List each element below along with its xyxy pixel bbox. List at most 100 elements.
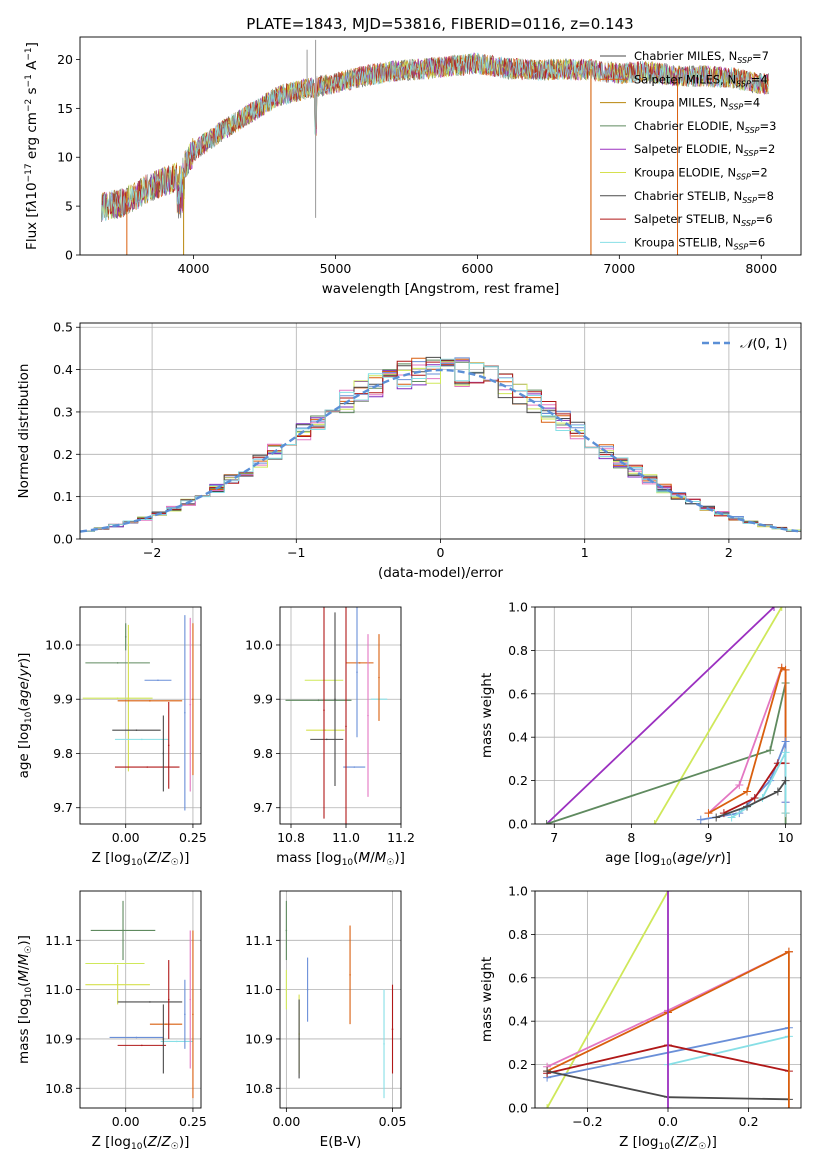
x-tick-label: 2	[725, 545, 733, 560]
residual-panel: −2 −1 0 1 2 0.0 0.1 0.2 0.3 0.4 0.5 (data-model)/er…	[16, 320, 802, 581]
data-point	[124, 636, 127, 638]
mass-weight-marker	[543, 1067, 552, 1076]
x-tick-label: 9	[705, 830, 713, 845]
x-tick-label: 8	[627, 830, 635, 845]
y-tick-label: 0.8	[508, 643, 528, 658]
y-tick-label: 9.9	[253, 692, 273, 707]
y-tick-label: 9.8	[253, 746, 273, 761]
page-title: PLATE=1843, MJD=53816, FIBERID=0116, z=0…	[246, 15, 633, 33]
y-tick-label: 10.0	[45, 637, 73, 652]
y-tick-label: 0.2	[53, 447, 73, 462]
y-tick-label: 0.0	[508, 817, 528, 832]
mass-weight-marker	[784, 1104, 793, 1108]
mass-weight-marker	[766, 746, 775, 755]
legend-label: Salpeter STELIB, NSSP=6	[634, 212, 773, 228]
mass-weight-marker	[696, 815, 705, 824]
age-vs-Z-panel: 0.00 0.25 9.7 9.8 9.9 10.0 Z [log10(Z/Z☉)] age …	[16, 606, 207, 868]
data-point	[353, 766, 356, 768]
y-tick-label: 9.7	[53, 800, 73, 815]
mass-weight-marker	[781, 737, 790, 746]
data-point	[383, 1043, 385, 1045]
mass-weight-marker	[543, 1104, 552, 1108]
axes-frame	[79, 322, 802, 540]
data-point	[176, 1040, 178, 1043]
data-point	[367, 714, 369, 717]
x-tick-label: 0.00	[112, 1114, 140, 1129]
axes-frame	[79, 606, 202, 825]
legend-label: Chabrier ELODIE, NSSP=3	[634, 119, 776, 135]
data-point	[141, 738, 143, 741]
spectrum-panel: 4000 5000 6000 7000 8000 0 5 10 15 20 wavelength […	[24, 36, 802, 297]
data-point	[135, 729, 138, 731]
y-tick-label: 0.0	[53, 532, 73, 547]
x-tick-label: 0.0	[658, 1114, 678, 1129]
y-axis-label: age [log10(age/yr)]	[16, 653, 34, 779]
data-point	[192, 1013, 194, 1016]
x-tick-label: 7	[550, 830, 558, 845]
data-point	[391, 1028, 394, 1030]
x-axis-label: E(B-V)	[320, 1134, 362, 1150]
y-tick-label: 0.4	[508, 730, 528, 745]
x-tick-label: 10	[778, 830, 794, 845]
data-point	[167, 744, 170, 747]
y-tick-label: 1.0	[508, 884, 528, 899]
mass-weight-marker	[777, 607, 786, 611]
y-tick-label: 0.4	[508, 1014, 528, 1029]
axes-frame	[279, 606, 402, 825]
legend-label: Kroupa STELIB, NSSP=6	[634, 235, 765, 251]
mass-vs-ebv-plot-area	[280, 891, 401, 1108]
x-tick-label: 0.00	[272, 1114, 300, 1129]
legend-label: Kroupa ELODIE, NSSP=2	[634, 166, 768, 182]
x-tick-label: 0.00	[112, 830, 140, 845]
y-tick-label: 0.8	[508, 927, 528, 942]
data-point	[184, 711, 186, 714]
y-tick-label: 0.3	[53, 404, 73, 419]
data-point	[146, 766, 149, 768]
mass-weight-line	[546, 891, 669, 1108]
data-point	[189, 703, 192, 706]
x-tick-label: 0.25	[179, 830, 207, 845]
y-tick-label: 9.9	[53, 692, 73, 707]
y-tick-label: 9.7	[253, 800, 273, 815]
legend-label: Chabrier STELIB, NSSP=8	[634, 189, 774, 205]
y-tick-label: 0	[65, 248, 73, 263]
mass-weight-marker	[664, 1104, 672, 1108]
y-axis-label: mass weight	[479, 957, 495, 1042]
y-tick-label: 11.1	[45, 933, 73, 948]
data-point	[116, 697, 119, 699]
x-tick-label: 0	[437, 545, 445, 560]
data-point	[356, 671, 358, 673]
data-point	[184, 1013, 186, 1016]
y-tick-label: 0.6	[508, 686, 528, 701]
axes-frame	[279, 890, 402, 1109]
data-point	[378, 676, 380, 679]
legend-label: Salpeter ELODIE, NSSP=2	[634, 142, 775, 158]
spectrum-plot-area	[101, 39, 769, 255]
data-point	[141, 1044, 143, 1047]
age-vs-mass-panel: 10.8 11.0 11.2 9.7 9.8 9.9 10.0 mass [log10(M/M…	[245, 606, 415, 868]
mass-vs-ebv-panel: 0.00 0.05 10.8 10.9 11.0 11.1 E(B-V)	[245, 890, 406, 1150]
residual-plot-area	[80, 323, 801, 539]
data-point	[127, 697, 130, 699]
y-tick-label: 10.9	[45, 1031, 73, 1046]
x-axis-label: age [log10(age/yr)]	[605, 850, 731, 868]
x-tick-label: −1	[287, 545, 305, 560]
data-point	[349, 974, 351, 976]
mass-weight-line	[715, 780, 787, 819]
mass-weight-marker	[650, 820, 659, 824]
y-tick-label: 0.5	[53, 320, 73, 335]
mass-weight-line	[545, 607, 775, 824]
legend-label: 𝒩(0, 1)	[740, 337, 787, 352]
y-tick-label: 0.6	[508, 970, 528, 985]
mass-weight-vs-age-panel: 7 8 9 10 0.0 0.2 0.4 0.6 0.8 1.0 age [log10(age/yr…	[479, 600, 802, 868]
mass-weight-marker	[704, 809, 713, 818]
data-point	[323, 709, 325, 711]
data-point	[345, 725, 347, 728]
data-point	[189, 998, 192, 1001]
x-axis-label: Z [log10(Z/Z☉)]	[619, 1134, 717, 1152]
age-vs-Z-plot-area	[80, 607, 201, 824]
data-point	[306, 988, 309, 991]
data-point	[149, 700, 151, 702]
mass-weight-vs-age-plot-area	[535, 607, 801, 824]
mass-vs-Z-panel: 0.00 0.25 10.8 10.9 11.0 11.1 Z [log10(Z/Z☉)] m…	[16, 890, 207, 1152]
